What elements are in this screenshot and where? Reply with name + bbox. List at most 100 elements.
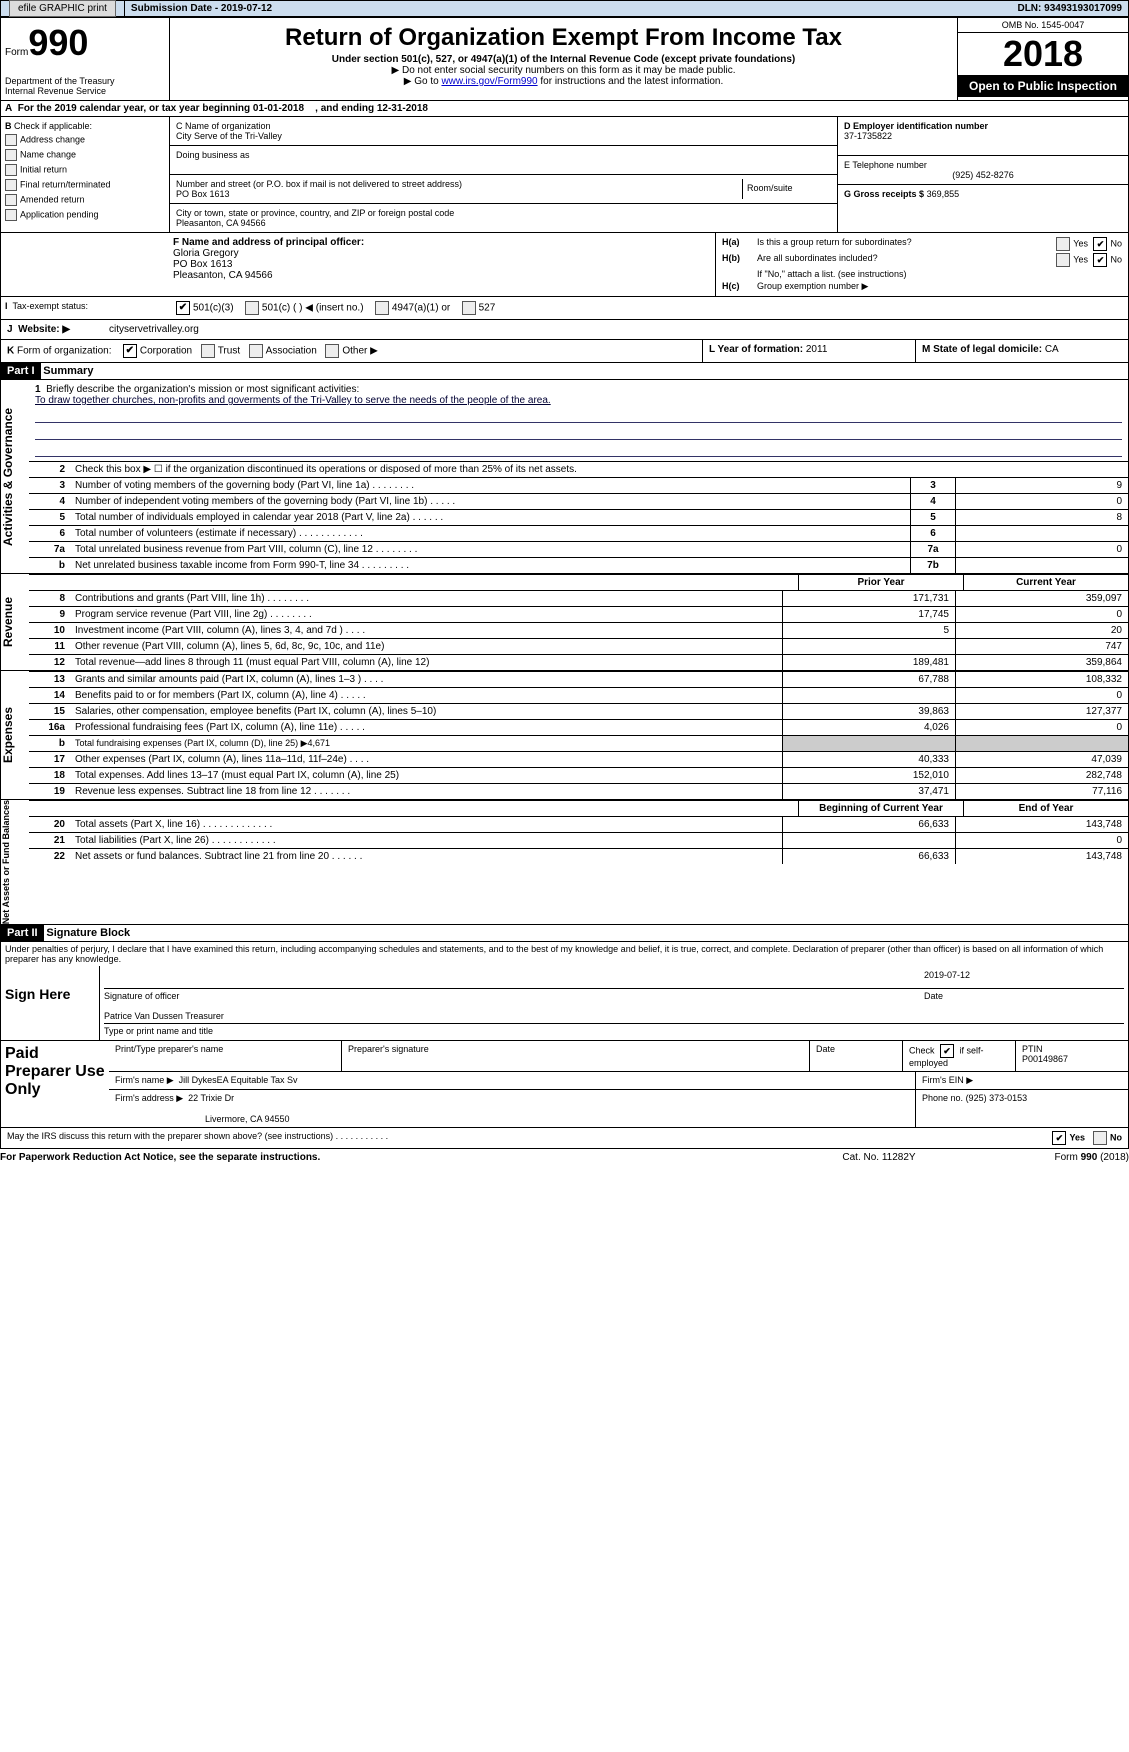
officer-addr: PO Box 1613	[173, 259, 232, 270]
part1-header: Part I Summary	[0, 363, 1129, 380]
check-final-return[interactable]	[5, 179, 17, 191]
current-year-header: Current Year	[963, 575, 1128, 590]
check-amended[interactable]	[5, 194, 17, 206]
firm-phone: (925) 373-0153	[966, 1093, 1028, 1103]
form-title: Return of Organization Exempt From Incom…	[178, 24, 949, 52]
check-corp[interactable]: ✔	[123, 344, 137, 358]
form-header: Form990 Department of the Treasury Inter…	[0, 17, 1129, 101]
omb-number: OMB No. 1545-0047	[958, 18, 1128, 33]
line-row: 16aProfessional fundraising fees (Part I…	[29, 719, 1128, 735]
form-word: Form	[5, 47, 28, 58]
officer-name: Gloria Gregory	[173, 248, 239, 259]
submission-date: Submission Date - 2019-07-12	[124, 1, 278, 16]
check-trust[interactable]	[201, 344, 215, 358]
end-year-header: End of Year	[963, 801, 1128, 816]
check-name-change[interactable]	[5, 149, 17, 161]
discuss-yes[interactable]: ✔	[1052, 1131, 1066, 1145]
org-address: PO Box 1613	[176, 189, 742, 199]
paid-label: Paid Preparer Use Only	[1, 1041, 109, 1127]
tax-year: 2018	[958, 33, 1128, 75]
top-bar: efile GRAPHIC print Submission Date - 20…	[0, 0, 1129, 17]
gross-value: 369,855	[927, 189, 960, 199]
tel-value: (925) 452-8276	[844, 170, 1122, 180]
line-row: 5Total number of individuals employed in…	[29, 509, 1128, 525]
dba-label: Doing business as	[176, 150, 831, 160]
line-row: 2Check this box ▶ ☐ if the organization …	[29, 461, 1128, 477]
paid-preparer-block: Paid Preparer Use Only Print/Type prepar…	[0, 1041, 1129, 1128]
revenue-label: Revenue	[1, 574, 29, 670]
line-row: bTotal fundraising expenses (Part IX, co…	[29, 735, 1128, 751]
open-public: Open to Public Inspection	[958, 75, 1128, 97]
dln: DLN: 93493193017099	[1011, 1, 1128, 16]
irs-link[interactable]: www.irs.gov/Form990	[441, 76, 537, 87]
check-pending[interactable]	[5, 209, 17, 221]
ptin-label: PTIN	[1022, 1044, 1122, 1054]
check-501c3[interactable]: ✔	[176, 301, 190, 315]
form-note1: ▶ Do not enter social security numbers o…	[178, 65, 949, 76]
line-row: 15Salaries, other compensation, employee…	[29, 703, 1128, 719]
line-row: 4Number of independent voting members of…	[29, 493, 1128, 509]
website-row: J Website: ▶ cityservetrivalley.org	[0, 320, 1129, 340]
row-a: A For the 2019 calendar year, or tax yea…	[0, 101, 1129, 117]
signature-block: Under penalties of perjury, I declare th…	[0, 942, 1129, 1041]
tel-label: E Telephone number	[844, 160, 1122, 170]
check-527[interactable]	[462, 301, 476, 315]
ptin-value: P00149867	[1022, 1054, 1122, 1064]
year-formation: 2011	[806, 344, 828, 355]
expenses-label: Expenses	[1, 671, 29, 799]
part2-header: Part II Signature Block	[0, 925, 1129, 942]
firm-ein-label: Firm's EIN ▶	[915, 1072, 1128, 1089]
check-assoc[interactable]	[249, 344, 263, 358]
entity-block: B Check if applicable: Address change Na…	[0, 117, 1129, 233]
line-row: 8Contributions and grants (Part VIII, li…	[29, 590, 1128, 606]
mission-text: To draw together churches, non-profits a…	[35, 395, 551, 406]
efile-label: efile GRAPHIC print	[9, 0, 116, 17]
org-name: City Serve of the Tri-Valley	[176, 131, 831, 141]
preparer-name-label: Print/Type preparer's name	[109, 1041, 341, 1071]
revenue-section: Revenue Prior Year Current Year 8Contrib…	[0, 574, 1129, 671]
governance-section: Activities & Governance 1 Briefly descri…	[0, 380, 1129, 574]
prior-year-header: Prior Year	[798, 575, 963, 590]
line-row: 9Program service revenue (Part VIII, lin…	[29, 606, 1128, 622]
form-note2: ▶ Go to www.irs.gov/Form990 for instruct…	[178, 76, 949, 87]
gross-label: G Gross receipts $	[844, 189, 924, 199]
website-value: cityservetrivalley.org	[103, 320, 1128, 339]
form-subtitle: Under section 501(c), 527, or 4947(a)(1)…	[178, 54, 949, 65]
firm-city: Livermore, CA 94550	[115, 1114, 290, 1124]
hb-yes[interactable]	[1056, 253, 1070, 267]
line-row: 11Other revenue (Part VIII, column (A), …	[29, 638, 1128, 654]
line-row: 19Revenue less expenses. Subtract line 1…	[29, 783, 1128, 799]
line-row: 10Investment income (Part VIII, column (…	[29, 622, 1128, 638]
ha-yes[interactable]	[1056, 237, 1070, 251]
preparer-sig-label: Preparer's signature	[341, 1041, 809, 1071]
sign-here-label: Sign Here	[1, 966, 99, 1040]
check-initial-return[interactable]	[5, 164, 17, 176]
line-row: 21Total liabilities (Part X, line 26) . …	[29, 832, 1128, 848]
room-label: Room/suite	[743, 179, 831, 199]
line-row: 12Total revenue—add lines 8 through 11 (…	[29, 654, 1128, 670]
check-4947[interactable]	[375, 301, 389, 315]
city-label: City or town, state or province, country…	[176, 208, 831, 218]
sig-name: Patrice Van Dussen Treasurer	[104, 1009, 1124, 1024]
line-row: 22Net assets or fund balances. Subtract …	[29, 848, 1128, 864]
ha-no[interactable]: ✔	[1093, 237, 1107, 251]
sig-date: 2019-07-12	[924, 970, 1124, 980]
hb-no[interactable]: ✔	[1093, 253, 1107, 267]
check-self-employed[interactable]: ✔	[940, 1044, 954, 1058]
check-address-change[interactable]	[5, 134, 17, 146]
col-b: B Check if applicable: Address change Na…	[1, 117, 170, 232]
line-row: 20Total assets (Part X, line 16) . . . .…	[29, 816, 1128, 832]
sig-officer-label: Signature of officer	[104, 991, 924, 1001]
ein-label: D Employer identification number	[844, 121, 988, 131]
check-501c[interactable]	[245, 301, 259, 315]
sig-name-label: Type or print name and title	[104, 1026, 1124, 1036]
tax-status-row: I Tax-exempt status: ✔501(c)(3) 501(c) (…	[0, 297, 1129, 320]
check-other[interactable]	[325, 344, 339, 358]
discuss-no[interactable]	[1093, 1131, 1107, 1145]
col-h: H(a) Is this a group return for subordin…	[715, 233, 1128, 296]
line-row: 17Other expenses (Part IX, column (A), l…	[29, 751, 1128, 767]
discuss-row: May the IRS discuss this return with the…	[0, 1128, 1129, 1149]
line-row: 13Grants and similar amounts paid (Part …	[29, 671, 1128, 687]
netassets-label: Net Assets or Fund Balances	[1, 800, 29, 924]
org-city: Pleasanton, CA 94566	[176, 218, 831, 228]
